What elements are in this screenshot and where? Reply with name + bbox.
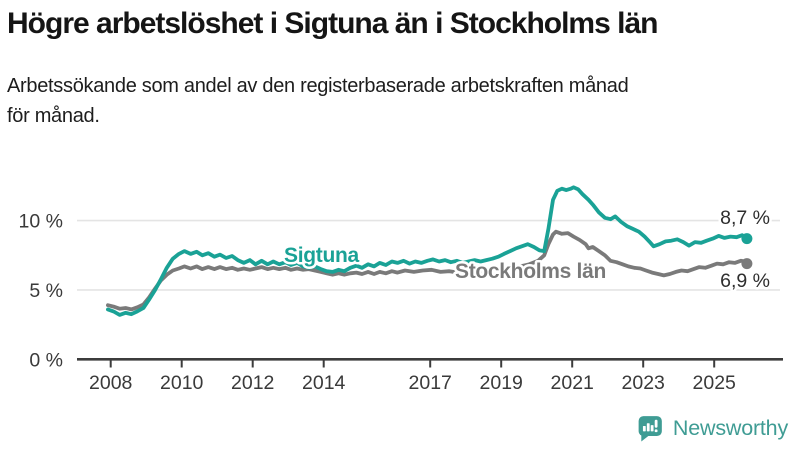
x-tick-label: 2019 (480, 372, 523, 394)
series-end-dot-0 (741, 233, 753, 245)
sigtuna-end-value-label: 8,7 % (720, 207, 770, 229)
sigtuna-series-label: Sigtuna (284, 244, 360, 267)
y-tick-label: 5 % (29, 280, 63, 302)
x-tick-label: 2008 (89, 372, 132, 394)
x-tick-label: 2023 (622, 372, 665, 394)
y-tick-label: 10 % (19, 211, 63, 233)
x-tick-label: 2010 (160, 372, 204, 394)
x-tick-label: 2012 (231, 372, 274, 394)
chart-subtitle: Arbetssökande som andel av den registerb… (7, 71, 777, 131)
x-tick-label: 2021 (551, 372, 594, 394)
brand-name: Newsworthy (672, 415, 788, 440)
stockholm-end-value-label: 6,9 % (720, 270, 770, 292)
end-label-backdrop (719, 207, 771, 229)
series-end-dots (741, 233, 753, 270)
y-tick-label: 0 % (29, 349, 63, 371)
gridlines (77, 219, 780, 291)
stockholm-series-label: Stockholms län (455, 260, 606, 283)
axes-and-ticks: 0 % 5 % 10 % 2008 2010 2012 2014 2017 2019 2021 20… (19, 211, 783, 394)
series-line-0 (106, 185, 749, 317)
series-end-dot-1 (741, 258, 753, 270)
newsworthy-logo: Newsworthy (637, 413, 788, 443)
series-line-1 (106, 229, 749, 312)
x-tick-label: 2017 (409, 372, 452, 394)
x-tick-label: 2014 (302, 372, 346, 394)
bar-chart-speech-bubble-icon (638, 415, 662, 441)
subtitle-line-2: för månad. (7, 105, 100, 127)
subtitle-line-1: Arbetssökande som andel av den registerb… (7, 75, 629, 97)
page-title: Högre arbetslöshet i Sigtuna än i Stockh… (7, 7, 658, 40)
series-lines (106, 185, 749, 317)
x-tick-label: 2025 (693, 372, 737, 394)
